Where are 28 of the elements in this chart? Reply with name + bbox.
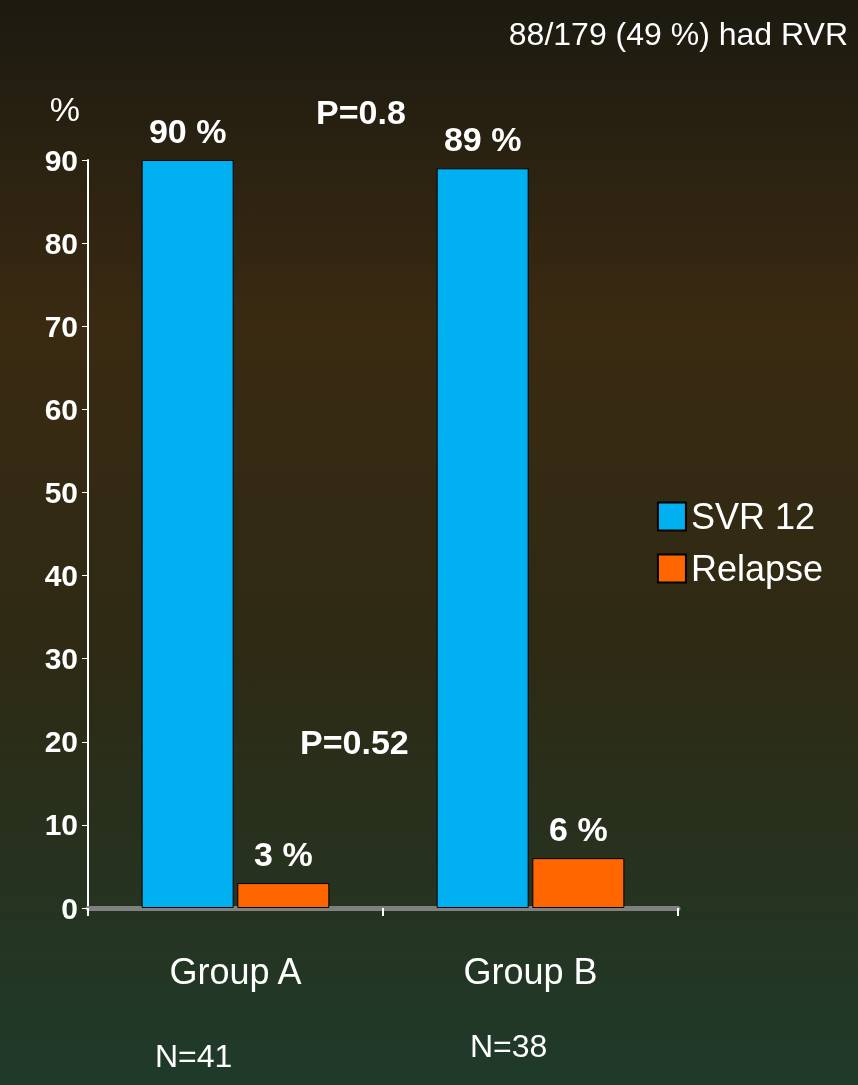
bar [237, 883, 330, 908]
text: 88/179 (49 %) had RVR [508, 16, 848, 52]
y-tick-label: 30 [44, 642, 78, 676]
y-tick-label: 0 [61, 891, 78, 925]
y-tick-label: 10 [44, 808, 78, 842]
y-tick-label: 90 [44, 143, 78, 177]
legend-label: Relapse [690, 548, 824, 589]
text: P=0.8 [316, 93, 406, 131]
text: N=41 [155, 1038, 233, 1074]
y-tick-label: 70 [44, 309, 78, 343]
x-tick-label: Group B [463, 950, 598, 992]
data-label: 3 % [254, 835, 313, 874]
annotation: P=0.52 [300, 723, 409, 761]
bar [532, 858, 625, 908]
text: N=38 [470, 1028, 548, 1064]
x-tick-label: Group A [169, 950, 302, 992]
data-label: 89 % [443, 120, 522, 159]
y-tick-label: 50 [44, 475, 78, 509]
data-label: 90 % [148, 112, 227, 150]
y-tick-label: 20 [44, 725, 78, 759]
y-axis-title: % [49, 90, 80, 128]
legend-label: SVR 12 [690, 496, 815, 537]
y-tick-label: 60 [44, 392, 78, 426]
bar [141, 160, 234, 908]
data-label: 6 % [549, 810, 608, 849]
bar [436, 168, 529, 908]
y-tick-label: 40 [44, 559, 78, 593]
y-tick-label: 80 [44, 226, 78, 260]
